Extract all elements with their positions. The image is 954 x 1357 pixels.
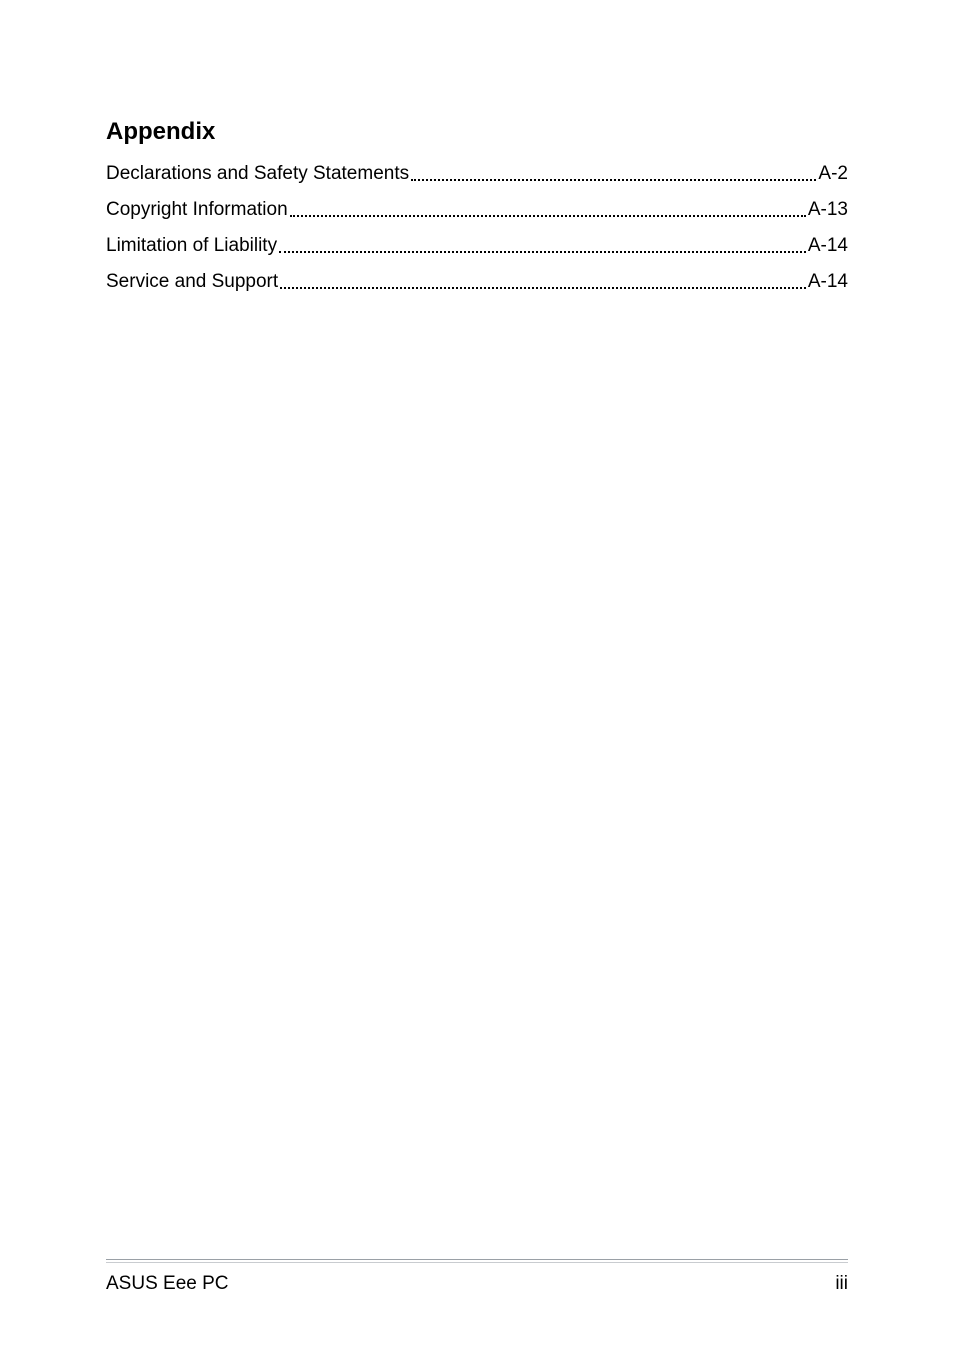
dot-leader: [290, 215, 806, 217]
appendix-heading: Appendix: [106, 118, 848, 146]
toc-page: A-14: [808, 264, 848, 300]
dot-leader: [279, 251, 806, 253]
toc-page: A-14: [808, 228, 848, 264]
page: Appendix Declarations and Safety Stateme…: [0, 0, 954, 1357]
toc-row: Limitation of Liability A-14: [106, 228, 848, 264]
dot-leader: [280, 287, 806, 289]
footer-line: ASUS Eee PC iii: [106, 1273, 848, 1295]
toc-list: Declarations and Safety Statements A-2 C…: [106, 156, 848, 300]
dot-leader: [411, 179, 816, 181]
toc-page: A-13: [808, 192, 848, 228]
toc-row: Copyright Information A-13: [106, 192, 848, 228]
toc-label: Service and Support: [106, 264, 278, 300]
toc-label: Copyright Information: [106, 192, 288, 228]
toc-page: A-2: [818, 156, 848, 192]
footer-page-number: iii: [835, 1273, 848, 1295]
footer-rule: [106, 1262, 848, 1263]
page-footer: ASUS Eee PC iii: [106, 1259, 848, 1295]
toc-label: Limitation of Liability: [106, 228, 277, 264]
toc-row: Declarations and Safety Statements A-2: [106, 156, 848, 192]
toc-row: Service and Support A-14: [106, 264, 848, 300]
footer-left-text: ASUS Eee PC: [106, 1273, 229, 1295]
toc-label: Declarations and Safety Statements: [106, 156, 409, 192]
